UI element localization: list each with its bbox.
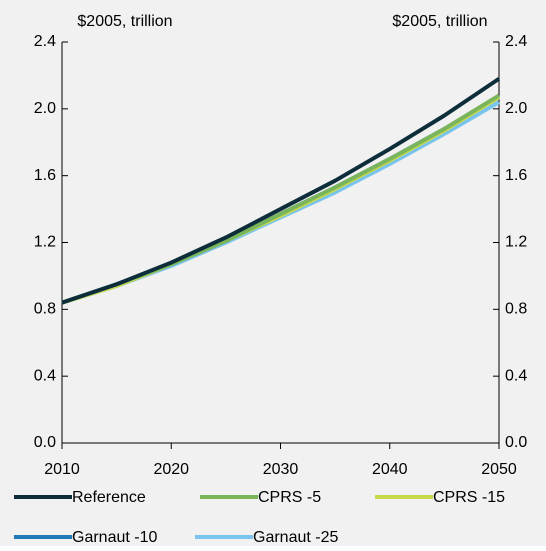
- y2-tick-label: 0.4: [505, 367, 527, 384]
- y2-tick-label: 2.0: [505, 100, 527, 117]
- y-tick-label: 0.0: [34, 434, 56, 451]
- x-tick-label: 2010: [44, 461, 80, 478]
- y-tick-label: 2.0: [34, 100, 56, 117]
- x-tick-label: 2030: [263, 461, 299, 478]
- legend-label: Reference: [72, 489, 146, 506]
- legend-label: Garnaut -25: [253, 529, 338, 546]
- y-tick-label: 0.8: [34, 301, 56, 318]
- y2-tick-label: 1.2: [505, 234, 527, 251]
- y2-tick-label: 2.4: [505, 33, 527, 50]
- y-axis-unit: $2005, trillion: [77, 13, 172, 30]
- x-tick-label: 2020: [153, 461, 189, 478]
- y2-axis-unit: $2005, trillion: [392, 13, 487, 30]
- legend-label: CPRS -15: [433, 489, 505, 506]
- y2-tick-label: 1.6: [505, 167, 527, 184]
- y-tick-label: 1.2: [34, 234, 56, 251]
- y-tick-label: 0.4: [34, 367, 56, 384]
- y-tick-label: 2.4: [34, 33, 56, 50]
- x-tick-label: 2050: [481, 461, 517, 478]
- x-tick-label: 2040: [372, 461, 408, 478]
- y-tick-label: 1.6: [34, 167, 56, 184]
- series-line: [61, 77, 501, 305]
- y2-tick-label: 0.0: [505, 434, 527, 451]
- y2-tick-label: 0.8: [505, 301, 527, 318]
- legend-label: Garnaut -10: [72, 529, 157, 546]
- legend-label: CPRS -5: [258, 489, 321, 506]
